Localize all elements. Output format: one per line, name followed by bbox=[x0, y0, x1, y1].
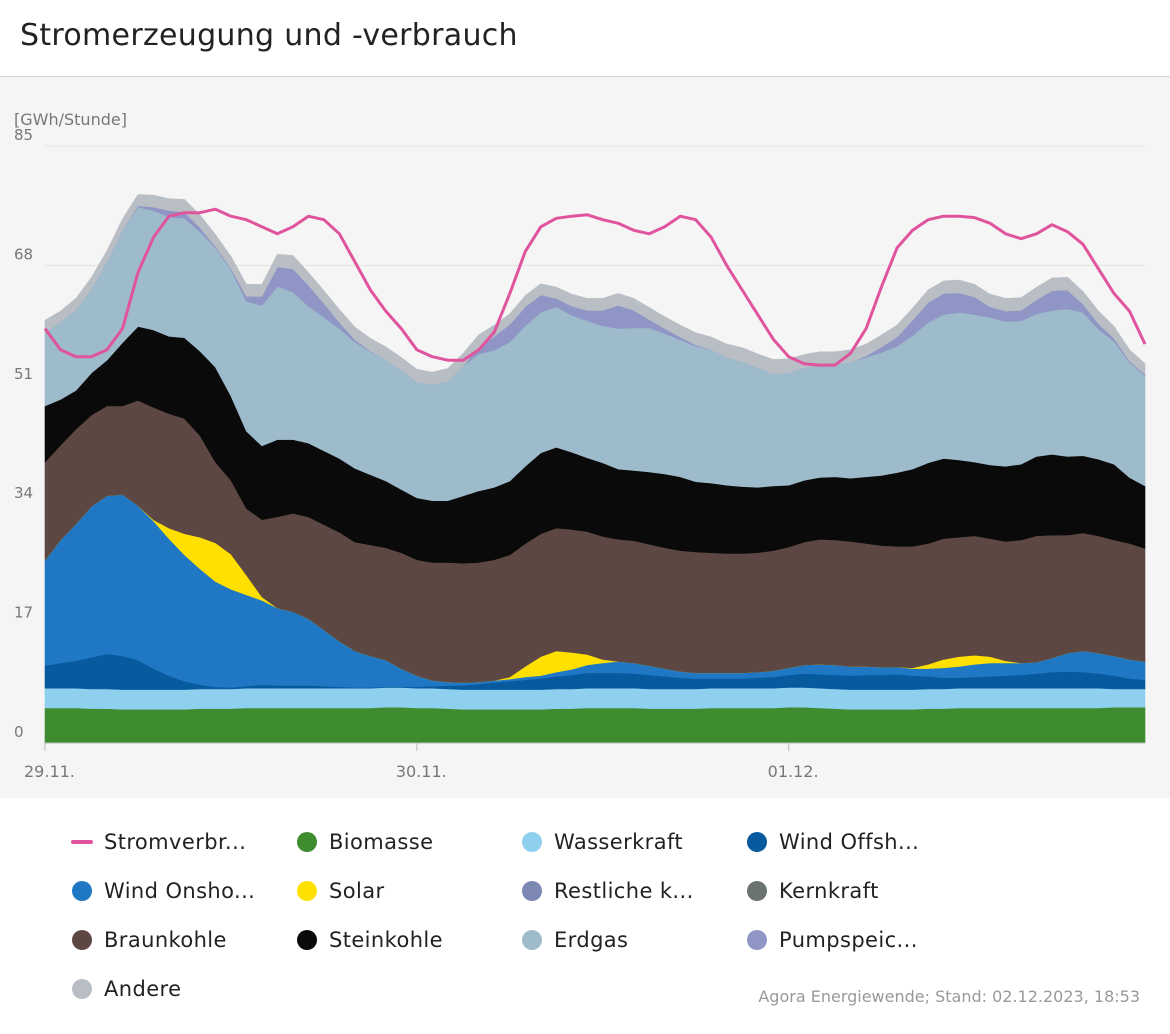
y-tick-label: 51 bbox=[14, 365, 33, 383]
y-tick-label: 17 bbox=[14, 604, 33, 622]
legend-item-wasserkraft[interactable]: Wasserkraft bbox=[522, 827, 683, 857]
x-tick-label: 29.11. bbox=[24, 762, 75, 781]
legend-label: Wasserkraft bbox=[554, 830, 684, 854]
legend-label: Andere bbox=[104, 977, 182, 1001]
area-wasserkraft bbox=[44, 687, 1146, 710]
area-biomasse bbox=[44, 706, 1146, 744]
legend-item-wind_onshore[interactable]: Wind Onsho... bbox=[72, 876, 255, 906]
y-tick-label: 0 bbox=[14, 723, 24, 741]
legend-marker bbox=[297, 832, 317, 852]
title-divider bbox=[0, 76, 1170, 77]
legend-item-pumpspeicher[interactable]: Pumpspeic... bbox=[747, 925, 918, 955]
y-tick-label: 85 bbox=[14, 126, 33, 144]
legend-marker bbox=[747, 832, 767, 852]
legend-item-andere[interactable]: Andere bbox=[72, 974, 181, 1004]
legend-item-steinkohle[interactable]: Steinkohle bbox=[297, 925, 443, 955]
legend-label: Wind Onsho... bbox=[104, 879, 256, 903]
legend-marker bbox=[72, 930, 92, 950]
legend-item-restliche_konventionelle[interactable]: Restliche k... bbox=[522, 876, 694, 906]
line-stromverbrauch bbox=[43, 207, 1147, 367]
legend-marker bbox=[522, 881, 542, 901]
legend-marker bbox=[72, 979, 92, 999]
legend-label: Wind Offsh... bbox=[779, 830, 920, 854]
legend-label: Biomasse bbox=[329, 830, 434, 854]
legend-item-solar[interactable]: Solar bbox=[297, 876, 385, 906]
chart-title: Stromerzeugung und -verbrauch bbox=[20, 18, 518, 53]
legend-label: Pumpspeic... bbox=[779, 928, 918, 952]
legend-item-biomasse[interactable]: Biomasse bbox=[297, 827, 433, 857]
legend-label: Steinkohle bbox=[329, 928, 443, 952]
legend-label: Restliche k... bbox=[554, 879, 694, 903]
legend-label: Erdgas bbox=[554, 928, 629, 952]
legend-item-wind_offshore[interactable]: Wind Offsh... bbox=[747, 827, 919, 857]
legend-marker bbox=[747, 930, 767, 950]
legend-marker bbox=[747, 881, 767, 901]
area-andere bbox=[44, 194, 1146, 386]
y-axis-label: [GWh/Stunde] bbox=[14, 110, 127, 129]
legend-item-stromverbrauch[interactable]: Stromverbr... bbox=[71, 827, 247, 857]
legend-marker bbox=[522, 930, 542, 950]
x-tick-label: 01.12. bbox=[768, 762, 819, 781]
legend-marker bbox=[297, 881, 317, 901]
legend-label: Braunkohle bbox=[104, 928, 227, 952]
y-tick-label: 34 bbox=[14, 484, 33, 502]
legend-label: Kernkraft bbox=[779, 879, 879, 903]
legend-marker bbox=[71, 840, 93, 844]
source-note: Agora Energiewende; Stand: 02.12.2023, 1… bbox=[758, 987, 1140, 1006]
chart-svg: [GWh/Stunde]85 68 51 34 17 0 29.11. 30.11. 01.12… bbox=[14, 110, 1147, 781]
legend-marker bbox=[297, 930, 317, 950]
legend-marker bbox=[72, 881, 92, 901]
x-tick-label: 30.11. bbox=[396, 762, 447, 781]
legend-item-braunkohle[interactable]: Braunkohle bbox=[72, 925, 227, 955]
plot-panel: [GWh/Stunde] 85 68 51 34 17 0 29.11. 30.11. 01.12… bbox=[0, 77, 1170, 798]
legend-marker bbox=[522, 832, 542, 852]
legend-item-erdgas[interactable]: Erdgas bbox=[522, 925, 628, 955]
legend-label: Stromverbr... bbox=[104, 830, 247, 854]
legend-item-kernkraft[interactable]: Kernkraft bbox=[747, 876, 879, 906]
legend-label: Solar bbox=[329, 879, 385, 903]
y-tick-label: 68 bbox=[14, 245, 33, 263]
